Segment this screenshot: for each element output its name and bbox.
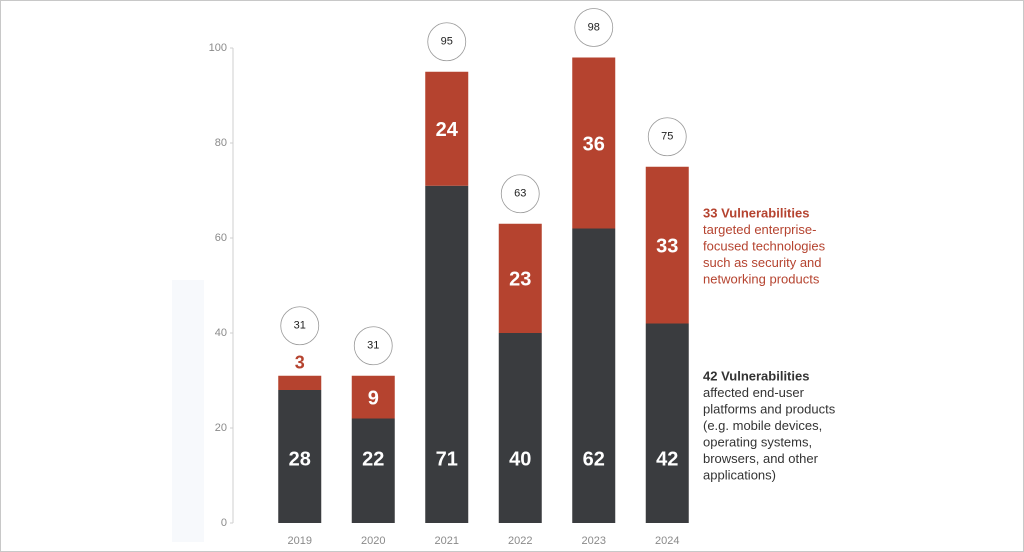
- value-label: 62: [583, 448, 605, 470]
- bar-segment: [351, 375, 395, 419]
- y-tick-label: 40: [215, 327, 227, 339]
- bar-segment: [278, 375, 322, 390]
- y-tick-label: 20: [215, 422, 227, 434]
- x-tick-label: 2020: [361, 535, 385, 547]
- value-label: 3: [295, 353, 305, 373]
- value-label: 33: [656, 235, 678, 257]
- x-tick-label: 2022: [508, 535, 532, 547]
- x-tick-label: 2023: [582, 535, 606, 547]
- total-label: 31: [294, 320, 306, 332]
- value-label: 40: [509, 448, 531, 470]
- value-label: 22: [362, 448, 384, 470]
- total-circle: [647, 117, 687, 157]
- value-label: 28: [289, 448, 311, 470]
- bar-segment: [498, 333, 542, 523]
- annotation-text: such as security and: [703, 255, 822, 270]
- x-tick-label: 2021: [435, 535, 459, 547]
- value-label: 24: [436, 119, 459, 141]
- bar-segment: [278, 390, 322, 523]
- annotation-title: 33 Vulnerabilities: [703, 205, 809, 220]
- annotation-text: browsers, and other: [703, 451, 819, 466]
- total-circle: [500, 174, 540, 214]
- y-tick-label: 100: [209, 42, 227, 54]
- value-label: 23: [509, 269, 531, 291]
- annotation-text: focused technologies: [703, 238, 826, 253]
- total-label: 98: [588, 21, 600, 33]
- total-label: 31: [367, 340, 379, 352]
- bar-segment: [425, 185, 469, 523]
- annotation-text: targeted enterprise-: [703, 222, 816, 237]
- total-circle: [280, 306, 320, 346]
- value-label: 36: [583, 133, 605, 155]
- x-tick-label: 2019: [288, 535, 312, 547]
- bar-segment: [645, 166, 689, 324]
- annotation-text: applications): [703, 467, 776, 482]
- y-tick-label: 0: [221, 517, 227, 529]
- bar-segment: [425, 71, 469, 186]
- bar-segment: [645, 323, 689, 523]
- annotation-text: affected end-user: [703, 385, 805, 400]
- bar-segment: [572, 57, 616, 229]
- bar-segment: [572, 228, 616, 523]
- total-circle: [353, 326, 393, 366]
- total-label: 95: [441, 36, 453, 48]
- x-tick-label: 2024: [655, 535, 679, 547]
- bar-segment: [351, 418, 395, 523]
- total-label: 75: [661, 131, 673, 143]
- y-tick-label: 80: [215, 137, 227, 149]
- total-label: 63: [514, 188, 526, 200]
- value-label: 9: [368, 387, 379, 409]
- annotation-text: (e.g. mobile devices,: [703, 418, 822, 433]
- annotation-text: platforms and products: [703, 401, 836, 416]
- total-circle: [427, 22, 467, 62]
- annotation-text: operating systems,: [703, 434, 812, 449]
- bar-segment: [498, 223, 542, 333]
- backdrop: [172, 280, 204, 542]
- annotation-title: 42 Vulnerabilities: [703, 368, 809, 383]
- total-circle: [574, 8, 614, 47]
- value-label: 71: [436, 448, 458, 470]
- annotation-text: networking products: [703, 271, 820, 286]
- value-label: 42: [656, 448, 678, 470]
- y-tick-label: 60: [215, 232, 227, 244]
